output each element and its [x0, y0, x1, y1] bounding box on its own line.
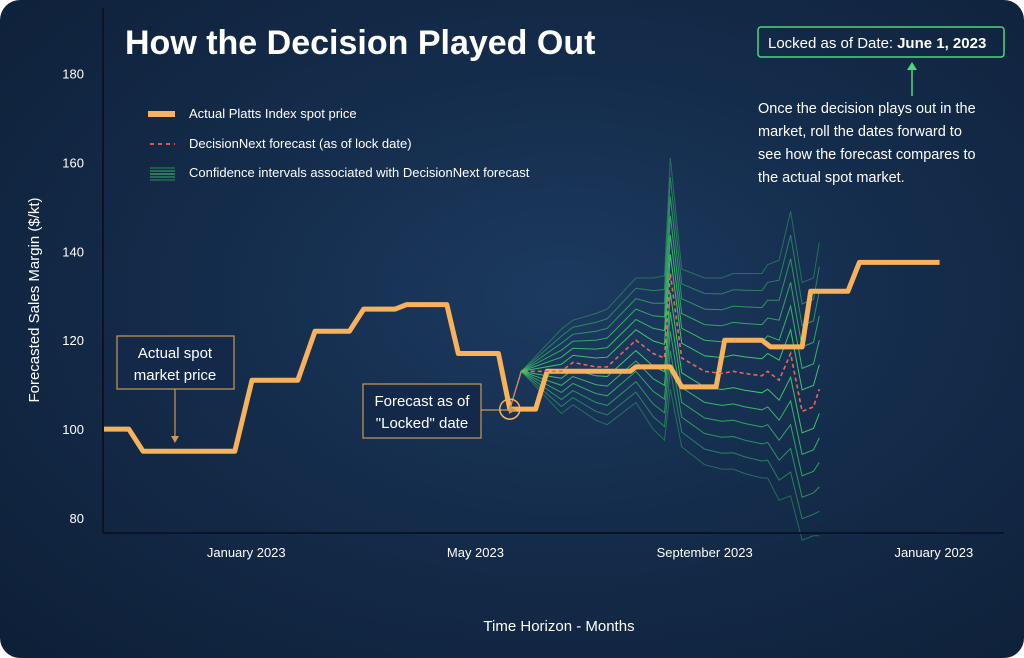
callout-forecast: Forecast as of "Locked" date [362, 383, 521, 439]
note-line-1: Once the decision plays out in the [758, 101, 976, 117]
chart-title: How the Decision Played Out [125, 24, 595, 62]
series-forecast-line [509, 273, 821, 413]
locked-date-marker [499, 398, 521, 420]
note-line-3: see how the forecast compares to [758, 147, 976, 163]
callout-forecast-box [362, 383, 482, 439]
lock-date-box: Locked as of Date: June 1, 2023 [757, 26, 1005, 96]
ci-band-upper-4 [509, 196, 820, 410]
x-tick-label-2: September 2023 [657, 545, 753, 560]
explanation-note: Once the decision plays out in the marke… [758, 101, 976, 186]
callout-forecast-arrow-head [509, 406, 516, 414]
x-tick-label-3: January 2023 [894, 545, 973, 560]
series-actual-line [103, 259, 940, 454]
lock-date-text: Locked as of Date: June 1, 2023 [768, 35, 986, 52]
ci-band-upper-2 [509, 234, 820, 410]
y-axis-label: Forecasted Sales Margin ($/kt) [26, 197, 43, 402]
ci-band-upper-3 [509, 215, 820, 410]
ci-band-lower-4 [509, 350, 820, 498]
ci-band-lower-3 [509, 331, 820, 477]
note-line-4: the actual spot market. [758, 170, 905, 186]
legend-label-ci: Confidence intervals associated with Dec… [189, 165, 530, 180]
lock-date-border [757, 26, 1005, 58]
ci-band-upper-5 [509, 177, 820, 410]
y-tick-label-160: 160 [62, 155, 84, 170]
y-tick-label-180: 180 [62, 67, 84, 82]
callout-actual: Actual spot market price [116, 335, 235, 443]
callout-forecast-line-1: Forecast as of [374, 393, 470, 410]
legend-swatch-ci [150, 167, 175, 181]
legend: Actual Platts Index spot price DecisionN… [148, 106, 530, 181]
callout-forecast-line-2: "Locked" date [376, 415, 468, 432]
callout-actual-arrow-head [171, 436, 179, 443]
note-line-2: market, roll the dates forward to [758, 124, 962, 140]
axis-ticks: 80 100 120 140 160 180 January 2023 May 2023 Sep… [62, 67, 973, 561]
y-tick-label-140: 140 [62, 244, 84, 259]
x-tick-label-0: January 2023 [207, 545, 286, 560]
y-tick-label-120: 120 [62, 333, 84, 348]
legend-label-actual: Actual Platts Index spot price [189, 106, 357, 121]
callout-actual-line-1: Actual spot [138, 345, 213, 362]
x-tick-label-1: May 2023 [447, 545, 504, 560]
ci-band-lower-6 [509, 370, 820, 541]
lock-date-label: Locked as of Date: [768, 35, 893, 52]
y-tick-label-80: 80 [70, 511, 84, 526]
callout-actual-box [116, 335, 235, 390]
y-tick-label-100: 100 [62, 422, 84, 437]
lock-arrow-head [907, 62, 917, 70]
series-lines [103, 259, 940, 454]
ci-band-lower-2 [509, 311, 820, 455]
callout-actual-line-2: market price [134, 367, 217, 384]
ci-band-lower-5 [509, 369, 820, 520]
ci-band-upper-6 [509, 157, 820, 410]
lock-date-value: June 1, 2023 [897, 35, 986, 52]
x-axis-label: Time Horizon - Months [483, 618, 634, 635]
legend-label-forecast: DecisionNext forecast (as of lock date) [189, 136, 412, 151]
